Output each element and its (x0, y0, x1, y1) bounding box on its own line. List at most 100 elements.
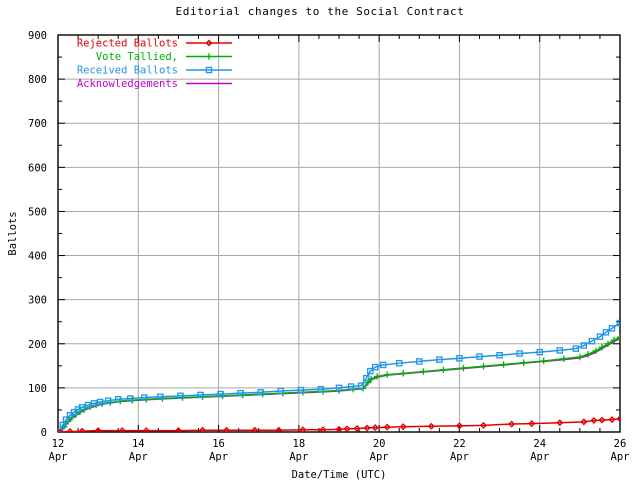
data-marker (456, 355, 463, 362)
g-element (400, 370, 407, 377)
g-element (127, 395, 134, 402)
data-marker (141, 394, 148, 401)
data-marker (94, 427, 102, 432)
g-element (560, 355, 567, 362)
data-marker (508, 420, 516, 428)
g-element (616, 333, 620, 341)
g-element (142, 427, 150, 432)
data-marker (616, 333, 620, 341)
xtick-label: Apr (450, 451, 469, 463)
data-marker (580, 418, 588, 426)
data-marker (560, 355, 567, 362)
xtick-label: 18 (293, 438, 306, 450)
plot-frame (57, 34, 621, 433)
ytick-label: 300 (28, 295, 47, 307)
g-element (608, 416, 616, 424)
data-marker (96, 398, 104, 406)
data-marker (584, 351, 592, 358)
series-line-1 (59, 336, 620, 432)
ytick-label: 100 (28, 383, 47, 395)
data-marker (104, 397, 112, 404)
g-element (373, 373, 381, 380)
data-marker (223, 426, 231, 432)
g-element (66, 428, 74, 432)
data-marker (335, 384, 343, 392)
data-marker (205, 66, 213, 74)
data-marker (78, 404, 86, 411)
data-marker (66, 428, 74, 432)
data-marker (335, 425, 343, 432)
data-marker (371, 424, 379, 432)
g-element (508, 420, 516, 428)
data-marker (580, 342, 588, 349)
g-element (580, 342, 588, 349)
g-element (520, 359, 527, 366)
g-element (436, 356, 443, 363)
data-marker (383, 423, 391, 431)
g-element (455, 422, 463, 430)
g-element (616, 319, 620, 327)
data-marker (500, 361, 507, 368)
xtick-label: 12 (52, 438, 65, 450)
g-element (353, 424, 361, 432)
data-marker (455, 422, 463, 430)
g-element (416, 358, 423, 365)
g-element (476, 353, 483, 360)
legend-label-1: Vote Tallied, (96, 51, 178, 63)
data-marker (476, 353, 483, 360)
data-marker (319, 426, 327, 432)
data-marker (572, 345, 580, 352)
data-marker (90, 400, 98, 407)
g-element (319, 426, 327, 432)
data-marker (275, 426, 283, 432)
g-element (251, 426, 259, 432)
data-marker (299, 426, 307, 432)
data-marker (357, 382, 365, 389)
g-element (317, 385, 325, 393)
g-element (460, 364, 467, 372)
g-element (596, 333, 604, 340)
series-group (58, 319, 620, 432)
xtick-label: 26 (614, 438, 627, 450)
xtick-label: 14 (132, 438, 145, 450)
xtick-label: Apr (209, 451, 228, 463)
data-marker (217, 390, 224, 398)
g-element (556, 419, 564, 427)
data-marker (62, 416, 70, 423)
xtick-label: Apr (289, 451, 308, 463)
data-marker (142, 427, 150, 432)
g-element (540, 357, 547, 365)
data-marker (440, 366, 447, 374)
y-axis-title: Ballots (7, 211, 19, 255)
g-element (371, 424, 379, 432)
data-marker (616, 415, 620, 423)
series-line-0 (59, 418, 620, 432)
g-element (177, 392, 184, 400)
data-marker (590, 417, 598, 425)
g-element (584, 351, 592, 358)
g-element (62, 416, 70, 423)
data-marker (118, 427, 126, 432)
data-marker (363, 374, 370, 382)
data-marker (379, 361, 387, 369)
series-line-2 (59, 322, 620, 432)
data-marker (540, 357, 547, 365)
g-element (383, 423, 391, 431)
g-element (363, 424, 371, 432)
xtick-label: 20 (373, 438, 386, 450)
data-marker (78, 427, 86, 432)
g-element (174, 427, 182, 432)
data-marker (516, 350, 523, 357)
data-marker (592, 347, 600, 355)
g-element (598, 416, 606, 424)
data-marker (416, 358, 423, 365)
g-element (299, 426, 307, 432)
ytick-label: 800 (28, 74, 47, 86)
data-marker (84, 401, 92, 409)
chart-title: Editorial changes to the Social Contract (175, 5, 465, 18)
g-element (480, 363, 487, 370)
data-marker (197, 391, 204, 399)
data-marker (395, 359, 403, 367)
g-element (343, 425, 351, 432)
